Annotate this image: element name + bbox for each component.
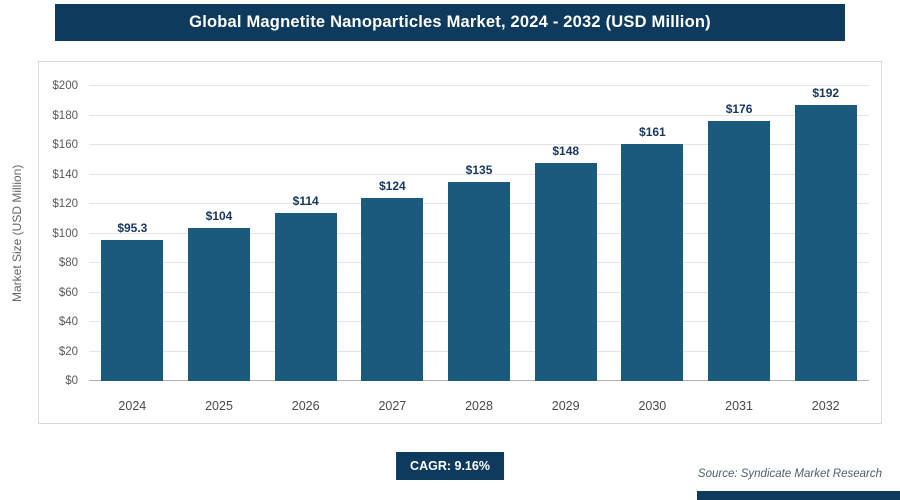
gridline	[89, 173, 869, 175]
bar-2030	[621, 143, 684, 381]
y-axis-title: Market Size (USD Million)	[10, 164, 24, 303]
gridline	[89, 114, 869, 116]
chart-title: Global Magnetite Nanoparticles Market, 2…	[189, 13, 711, 31]
bar-2029	[534, 162, 597, 381]
bar-group-2032: $192	[782, 86, 869, 381]
plot-area: $95.3 $104 $114 $124 $135 $148 $161 $176 $192	[89, 85, 869, 381]
bar-2025	[188, 227, 250, 381]
y-tick-label: $40	[58, 316, 78, 328]
gridline	[89, 85, 869, 86]
bar-value-label: $104	[205, 208, 233, 223]
bar-group-2026: $114	[262, 86, 349, 381]
bar-2032	[794, 105, 857, 381]
bar-2031	[708, 121, 771, 381]
x-tick-label: 2024	[118, 399, 147, 413]
bar-value-label: $192	[812, 86, 840, 100]
x-tick-label: 2031	[725, 399, 753, 413]
bar-value-label: $95.3	[117, 221, 148, 236]
bar-group-2028: $135	[436, 86, 523, 381]
bar-group-2029: $148	[522, 86, 609, 381]
chart-title-banner: Global Magnetite Nanoparticles Market, 2…	[55, 4, 845, 41]
bar-group-2027: $124	[349, 86, 436, 381]
y-tick-label: $200	[52, 80, 78, 92]
x-axis: 2024 2025 2026 2027 2028 2029 2030 2031 2032	[89, 399, 869, 413]
x-tick-label: 2025	[205, 399, 233, 413]
gridline	[89, 144, 869, 145]
source-attribution: Source: Syndicate Market Research	[697, 468, 882, 480]
bar-group-2024: $95.3	[89, 86, 176, 381]
y-tick-label: $0	[65, 375, 78, 387]
y-tick-label: $120	[52, 198, 78, 210]
bar-value-label: $161	[639, 124, 666, 139]
footer-accent-bar	[697, 491, 900, 500]
cagr-badge: CAGR: 9.16%	[396, 452, 504, 480]
bar-value-label: $124	[379, 179, 406, 194]
y-tick-label: $160	[52, 139, 78, 151]
y-tick-label: $100	[52, 227, 78, 240]
x-tick-label: 2030	[638, 399, 667, 413]
bar-2027	[361, 198, 424, 381]
bar-2024	[101, 240, 164, 381]
bar-value-label: $135	[465, 162, 493, 177]
y-tick-label: $20	[58, 345, 78, 358]
y-tick-label: $140	[52, 168, 78, 181]
bar-value-label: $176	[725, 102, 753, 117]
bar-series: $95.3 $104 $114 $124 $135 $148 $161 $176 $192	[89, 86, 869, 381]
x-tick-label: 2027	[378, 399, 407, 413]
x-tick-label: 2028	[465, 399, 493, 413]
chart-area: $0 $20 $40 $60 $80 $100 $120 $140 $160 $180 $200 $…	[38, 61, 882, 424]
bar-group-2025: $104	[176, 86, 263, 381]
x-tick-label: 2026	[291, 399, 320, 413]
bar-2026	[274, 212, 337, 381]
bar-group-2031: $176	[696, 86, 783, 381]
y-tick-label: $80	[58, 257, 78, 269]
y-tick-label: $180	[52, 109, 78, 122]
bar-group-2030: $161	[609, 86, 696, 381]
x-tick-label: 2032	[811, 399, 840, 413]
bar-value-label: $148	[552, 143, 580, 158]
bar-value-label: $114	[292, 193, 319, 208]
x-tick-label: 2029	[551, 399, 580, 413]
y-axis: $0 $20 $40 $60 $80 $100 $120 $140 $160 $180 $200	[39, 80, 85, 387]
bar-2028	[448, 181, 511, 381]
y-tick-label: $60	[58, 286, 78, 299]
